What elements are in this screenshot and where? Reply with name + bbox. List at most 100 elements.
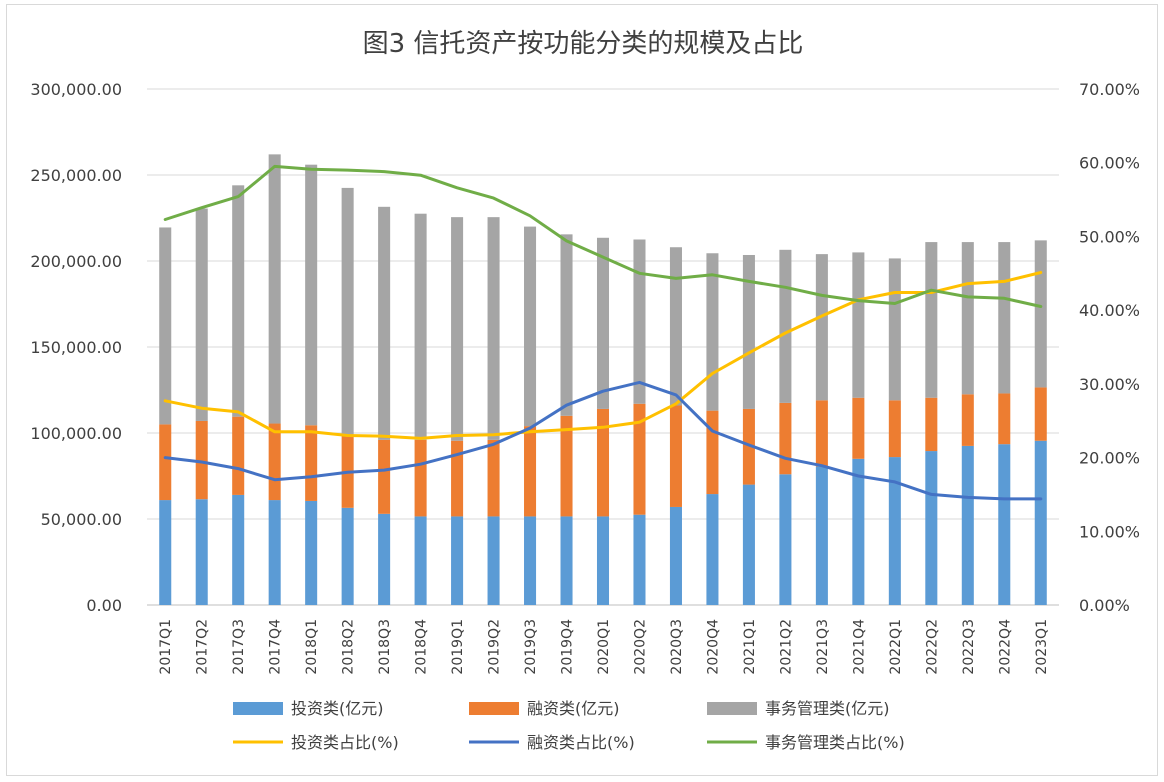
x-tick-label: 2019Q4 bbox=[560, 619, 576, 675]
series-line-admin-share bbox=[163, 164, 1043, 308]
x-tick-label: 2020Q4 bbox=[705, 619, 721, 675]
left-tick-label: 200,000.00 bbox=[30, 252, 122, 271]
bar-finance bbox=[487, 439, 500, 517]
bar-invest bbox=[560, 516, 573, 605]
percent-lines bbox=[163, 164, 1043, 501]
bar-invest bbox=[779, 474, 792, 605]
bar-finance bbox=[451, 440, 464, 517]
bar-invest bbox=[341, 507, 354, 605]
x-tick-label: 2018Q1 bbox=[304, 619, 320, 675]
bar-finance bbox=[961, 394, 974, 446]
bar-finance bbox=[706, 410, 719, 495]
legend-admin-label: 事务管理类(亿元) bbox=[765, 699, 890, 718]
bar-invest bbox=[232, 494, 245, 605]
chart-frame: 图3 信托资产按功能分类的规模及占比 0.00 50,000.00 100,000.… bbox=[6, 4, 1158, 776]
bar-finance bbox=[195, 420, 208, 500]
right-tick-label: 60.00% bbox=[1079, 154, 1140, 173]
legend: 投资类(亿元) 融资类(亿元) 事务管理类(亿元) 投资类占比(%) 融资类占比(%) 事… bbox=[233, 699, 905, 752]
legend-invest-share-label: 投资类占比(%) bbox=[291, 733, 399, 752]
x-tick-label: 2020Q2 bbox=[632, 619, 648, 675]
bar-admin bbox=[341, 187, 354, 435]
x-tick-label: 2022Q1 bbox=[888, 619, 904, 675]
bar-finance bbox=[925, 397, 938, 452]
bar-finance bbox=[779, 402, 792, 475]
bar-admin bbox=[779, 249, 792, 403]
chart-svg: 图3 信托资产按功能分类的规模及占比 0.00 50,000.00 100,000.… bbox=[30, 29, 1140, 752]
x-tick-label: 2021Q4 bbox=[851, 619, 867, 675]
bar-admin bbox=[195, 208, 208, 421]
x-tick-label: 2018Q3 bbox=[377, 619, 393, 675]
x-axis: 2017Q1 2017Q2 2017Q3 2017Q4 2018Q1 2018Q2 2018… bbox=[158, 619, 1050, 675]
x-tick-label: 2022Q3 bbox=[961, 619, 977, 675]
bar-finance bbox=[1034, 387, 1047, 441]
bar-admin bbox=[414, 213, 427, 440]
x-tick-label: 2017Q4 bbox=[268, 619, 284, 675]
series-line-finance-share bbox=[163, 380, 1043, 501]
bar-invest bbox=[888, 457, 901, 605]
stacked-bars bbox=[159, 154, 1047, 605]
bar-invest bbox=[159, 500, 172, 605]
x-tick-label: 2022Q2 bbox=[924, 619, 940, 675]
bar-invest bbox=[451, 516, 464, 605]
bar-admin bbox=[560, 234, 573, 416]
x-tick-label: 2020Q1 bbox=[596, 619, 612, 675]
bar-invest bbox=[852, 458, 865, 605]
bar-invest bbox=[378, 513, 391, 605]
bar-admin bbox=[998, 242, 1011, 394]
right-tick-label: 30.00% bbox=[1079, 375, 1140, 394]
right-tick-label: 50.00% bbox=[1079, 227, 1140, 246]
right-tick-label: 10.00% bbox=[1079, 522, 1140, 541]
x-tick-label: 2017Q3 bbox=[231, 619, 247, 675]
legend-invest-swatch bbox=[233, 702, 283, 715]
chart-title: 图3 信托资产按功能分类的规模及占比 bbox=[363, 29, 804, 59]
bar-admin bbox=[487, 217, 500, 440]
right-y-axis: 0.00% 10.00% 20.00% 30.00% 40.00% 50.00% 60.00… bbox=[1079, 80, 1140, 615]
bar-invest bbox=[742, 484, 755, 605]
bar-invest bbox=[706, 494, 719, 605]
legend-finance-share-label: 融资类占比(%) bbox=[527, 733, 635, 752]
left-tick-label: 250,000.00 bbox=[30, 166, 122, 185]
bar-finance bbox=[596, 408, 610, 517]
bar-finance bbox=[742, 408, 755, 485]
x-tick-label: 2018Q2 bbox=[341, 619, 357, 675]
legend-admin-share-label: 事务管理类占比(%) bbox=[765, 733, 905, 752]
legend-finance-label: 融资类(亿元) bbox=[527, 699, 620, 718]
bar-invest bbox=[815, 466, 828, 605]
bar-admin bbox=[925, 242, 938, 398]
bar-finance bbox=[560, 415, 573, 517]
x-tick-label: 2020Q3 bbox=[669, 619, 685, 675]
bar-invest bbox=[1034, 440, 1047, 605]
x-tick-label: 2019Q3 bbox=[523, 619, 539, 675]
bar-admin bbox=[888, 258, 901, 401]
right-tick-label: 20.00% bbox=[1079, 449, 1140, 468]
bar-invest bbox=[961, 445, 974, 605]
bar-finance bbox=[305, 425, 318, 501]
x-tick-label: 2023Q1 bbox=[1034, 619, 1050, 675]
bar-admin bbox=[378, 206, 391, 440]
bar-finance bbox=[268, 423, 281, 501]
bar-invest bbox=[414, 516, 427, 605]
bar-admin bbox=[524, 226, 537, 427]
bar-invest bbox=[195, 499, 208, 605]
bar-finance bbox=[159, 424, 172, 501]
bar-admin bbox=[451, 217, 464, 441]
legend-finance-swatch bbox=[469, 702, 519, 715]
bar-finance bbox=[524, 426, 537, 517]
x-tick-label: 2019Q2 bbox=[487, 619, 503, 675]
right-tick-label: 70.00% bbox=[1079, 80, 1140, 99]
bar-finance bbox=[378, 439, 391, 514]
x-tick-label: 2021Q1 bbox=[742, 619, 758, 675]
left-tick-label: 50,000.00 bbox=[41, 510, 122, 529]
bar-finance bbox=[815, 400, 828, 467]
x-tick-label: 2021Q2 bbox=[778, 619, 794, 675]
bar-admin bbox=[159, 227, 172, 425]
bar-admin bbox=[852, 252, 865, 398]
bar-invest bbox=[925, 451, 938, 605]
bar-finance bbox=[888, 400, 901, 458]
bar-admin bbox=[815, 254, 828, 401]
bar-admin bbox=[305, 164, 318, 426]
left-y-axis: 0.00 50,000.00 100,000.00 150,000.00 200,000… bbox=[30, 80, 122, 615]
legend-invest-label: 投资类(亿元) bbox=[291, 699, 384, 718]
x-tick-label: 2018Q4 bbox=[414, 619, 430, 675]
right-tick-label: 0.00% bbox=[1079, 596, 1130, 615]
